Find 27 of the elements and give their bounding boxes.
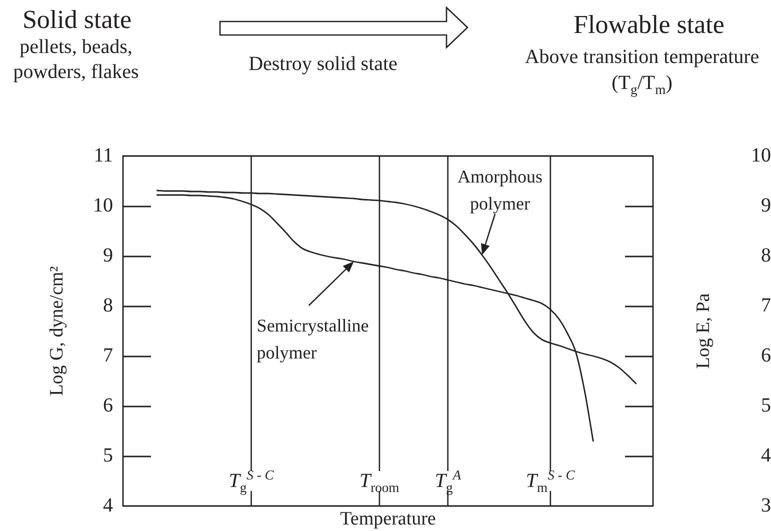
legend-label: Semicrystalline polymer [256,316,369,363]
y2-tick-label: 9 [761,194,771,216]
y2-tick-label: 3 [761,494,771,516]
y-tick-label: 6 [103,394,113,416]
text: Flowable state [574,10,724,39]
y2-tick-label: 5 [761,394,771,416]
y-tick-label: 4 [103,494,113,516]
text: pellets, beads, powders, flakes [13,36,139,83]
text: Above transition temperature (T$_{g}$/T$_{m}$) [524,46,760,97]
x-tick-label: T$_{room}$ [358,470,400,495]
y-tick-label: 7 [103,344,113,366]
y-tick-label: 11 [94,144,113,166]
y2-tick-label: 8 [761,244,771,266]
x-axis-title: Temperature [340,508,436,530]
y2-tick-label: 6 [761,344,771,366]
y-tick-label: 8 [103,294,113,316]
y2-axis-title: Log E, Pa [692,292,714,369]
y2-tick-label: 4 [761,444,771,466]
text: Solid state [22,5,132,34]
y-tick-label: 5 [103,444,113,466]
y2-tick-label: 7 [761,294,771,316]
y2-tick-label: 10 [751,144,771,166]
y-axis-title: Log G, dyne/cm² [46,266,68,396]
text: Destroy solid state [248,53,398,75]
y-tick-label: 10 [93,194,113,216]
series-label: Amorphous polymer [458,166,543,214]
y-tick-label: 9 [103,244,113,266]
